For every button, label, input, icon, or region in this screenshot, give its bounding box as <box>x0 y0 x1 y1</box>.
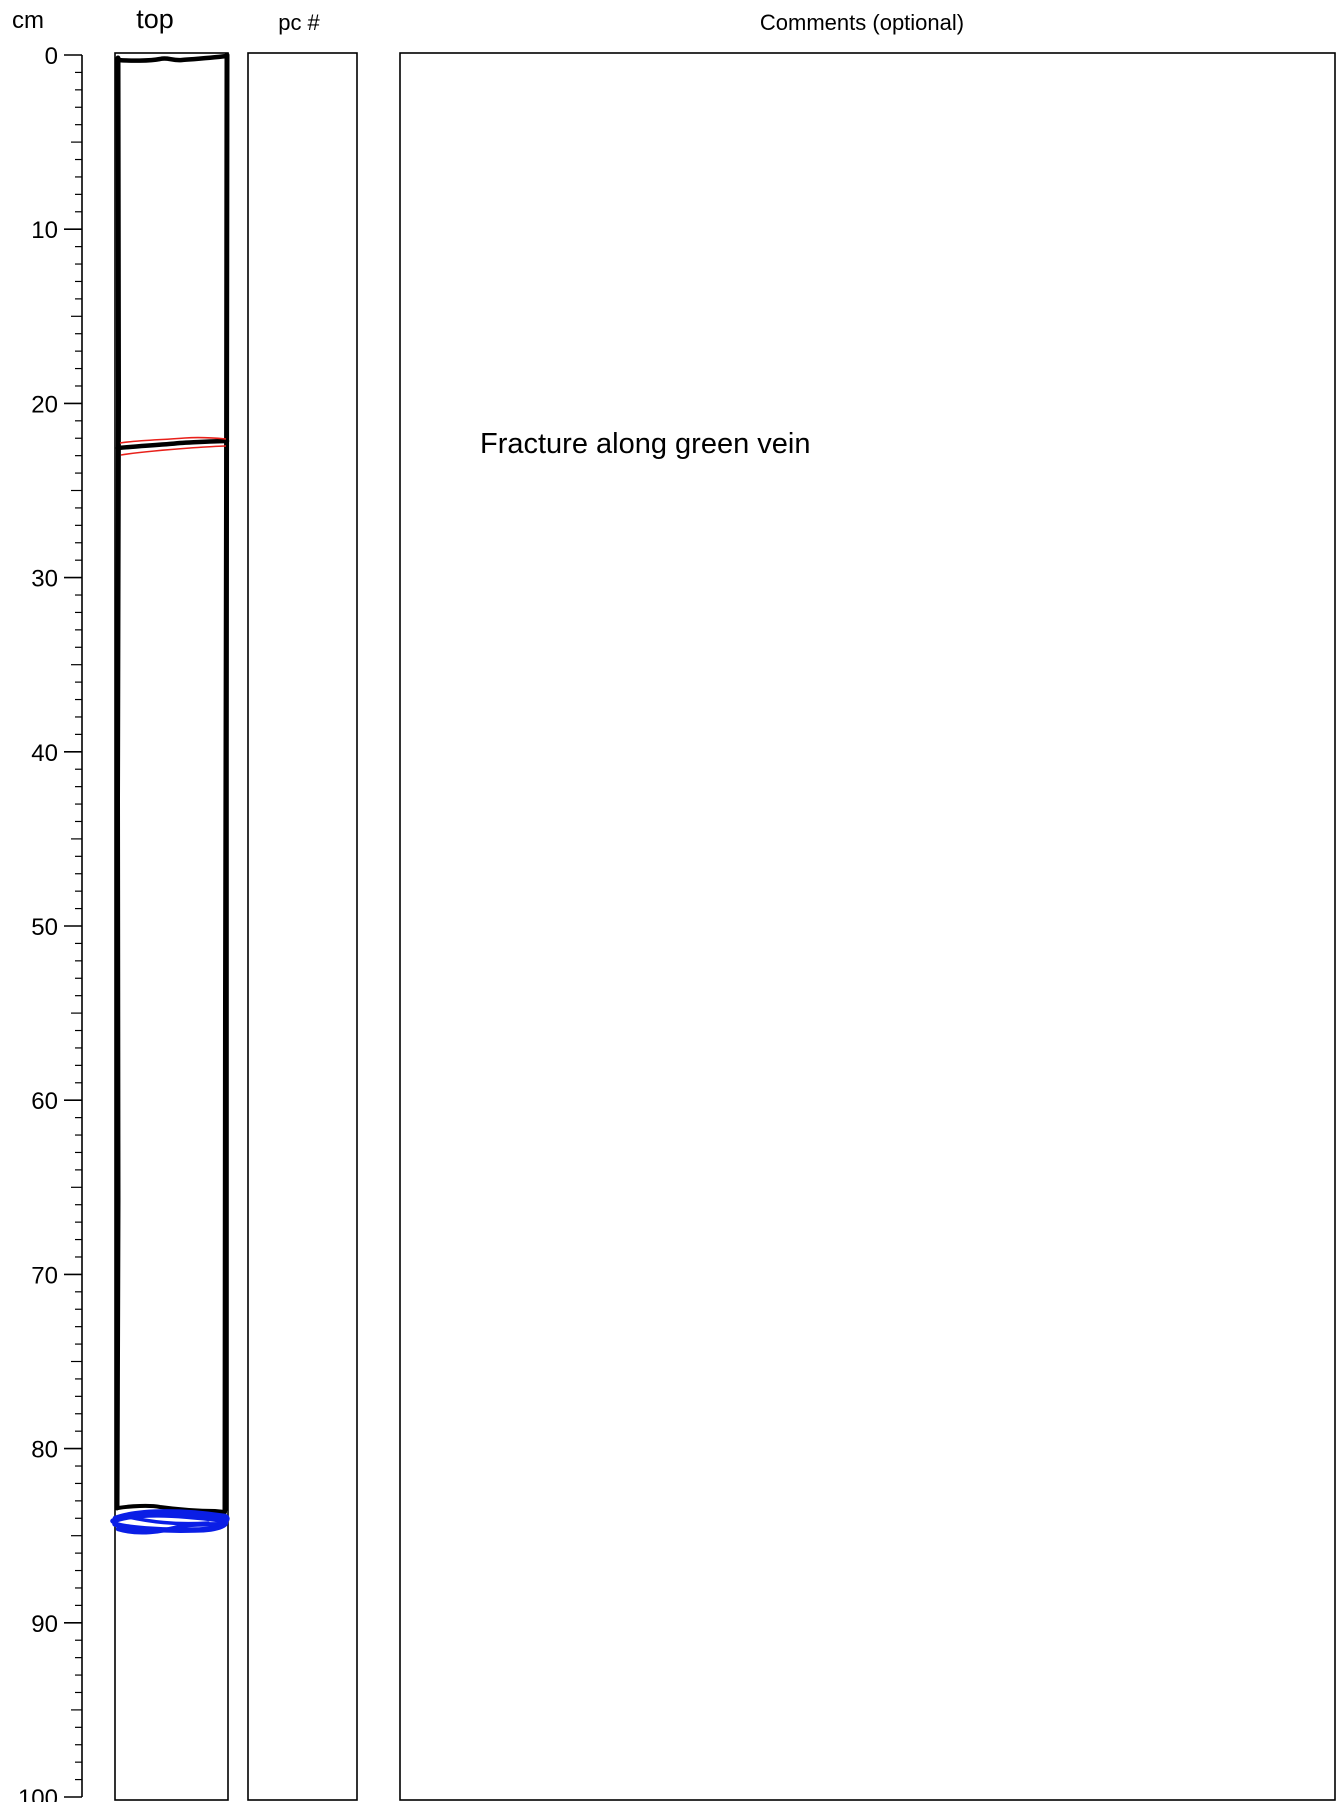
depth-tick-label: 80 <box>31 1437 58 1464</box>
comments-header: Comments (optional) <box>760 10 964 35</box>
depth-tick-label: 90 <box>31 1611 58 1638</box>
core-piece-right-edge <box>222 52 230 1513</box>
core-column-box <box>114 52 229 1801</box>
fracture-vein-trace-lower <box>120 445 227 456</box>
depth-tick-label: 0 <box>45 43 58 70</box>
core-piece-sketch <box>110 52 230 1535</box>
comments-column-box <box>399 52 1336 1801</box>
depth-tick-label: 100 <box>18 1785 58 1802</box>
piece-number-header: pc # <box>278 10 320 35</box>
depth-scale: 0 10 20 30 40 50 60 70 80 90 100 <box>18 43 83 1802</box>
depth-tick-label: 30 <box>31 566 58 593</box>
depth-tick-label: 10 <box>31 217 58 244</box>
depth-tick-label: 60 <box>31 1088 58 1115</box>
core-piece-left-edge <box>114 55 122 1511</box>
depth-unit-header: cm <box>12 7 44 34</box>
core-top-boundary <box>115 53 230 63</box>
core-bottom-boundary <box>116 1503 227 1514</box>
fracture-vein-trace-upper <box>119 436 227 444</box>
comment-text-fracture: Fracture along green vein <box>480 428 810 460</box>
fracture-line <box>115 438 230 451</box>
depth-tick-label: 50 <box>31 914 58 941</box>
depth-tick-label: 70 <box>31 1262 58 1289</box>
piece-number-column-box <box>247 52 358 1801</box>
bottom-vein-scribble <box>110 1509 230 1535</box>
depth-tick-label: 40 <box>31 740 58 767</box>
core-column-header: top <box>136 4 174 34</box>
depth-tick-label: 20 <box>31 391 58 418</box>
